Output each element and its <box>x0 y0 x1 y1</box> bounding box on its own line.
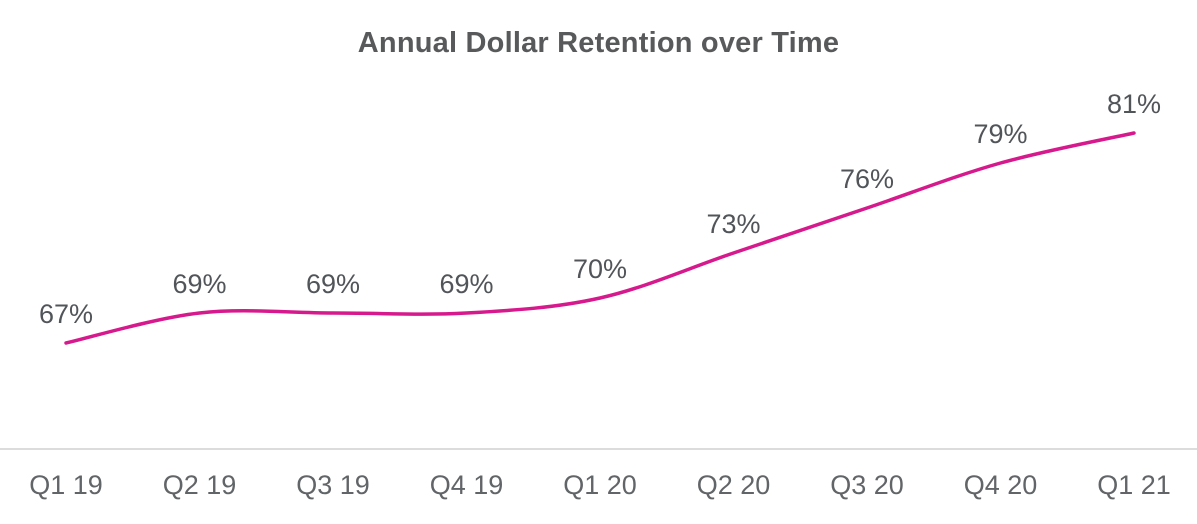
x-axis-labels: Q1 19 Q2 19 Q3 19 Q4 19 Q1 20 Q2 20 Q3 20 Q4 20… <box>29 470 1171 500</box>
data-label: 76% <box>840 164 894 194</box>
data-label: 81% <box>1107 89 1161 119</box>
data-label: 67% <box>39 299 93 329</box>
x-axis-label: Q4 19 <box>430 470 504 500</box>
x-axis-label: Q1 19 <box>29 470 103 500</box>
data-label: 69% <box>172 269 226 299</box>
x-axis-label: Q2 20 <box>697 470 771 500</box>
data-labels: 67% 69% 69% 69% 70% 73% 76% 79% 81% <box>39 89 1161 329</box>
data-label: 73% <box>706 209 760 239</box>
x-axis-label: Q2 19 <box>163 470 237 500</box>
x-axis-label: Q3 20 <box>830 470 904 500</box>
x-axis-label: Q3 19 <box>296 470 370 500</box>
data-label: 69% <box>306 269 360 299</box>
x-axis-label: Q4 20 <box>964 470 1038 500</box>
data-label: 79% <box>973 119 1027 149</box>
data-label: 70% <box>573 254 627 284</box>
x-axis-label: Q1 21 <box>1097 470 1171 500</box>
retention-line-series <box>64 131 1136 345</box>
data-label: 69% <box>439 269 493 299</box>
chart-title: Annual Dollar Retention over Time <box>357 27 840 59</box>
x-axis-label: Q1 20 <box>563 470 637 500</box>
